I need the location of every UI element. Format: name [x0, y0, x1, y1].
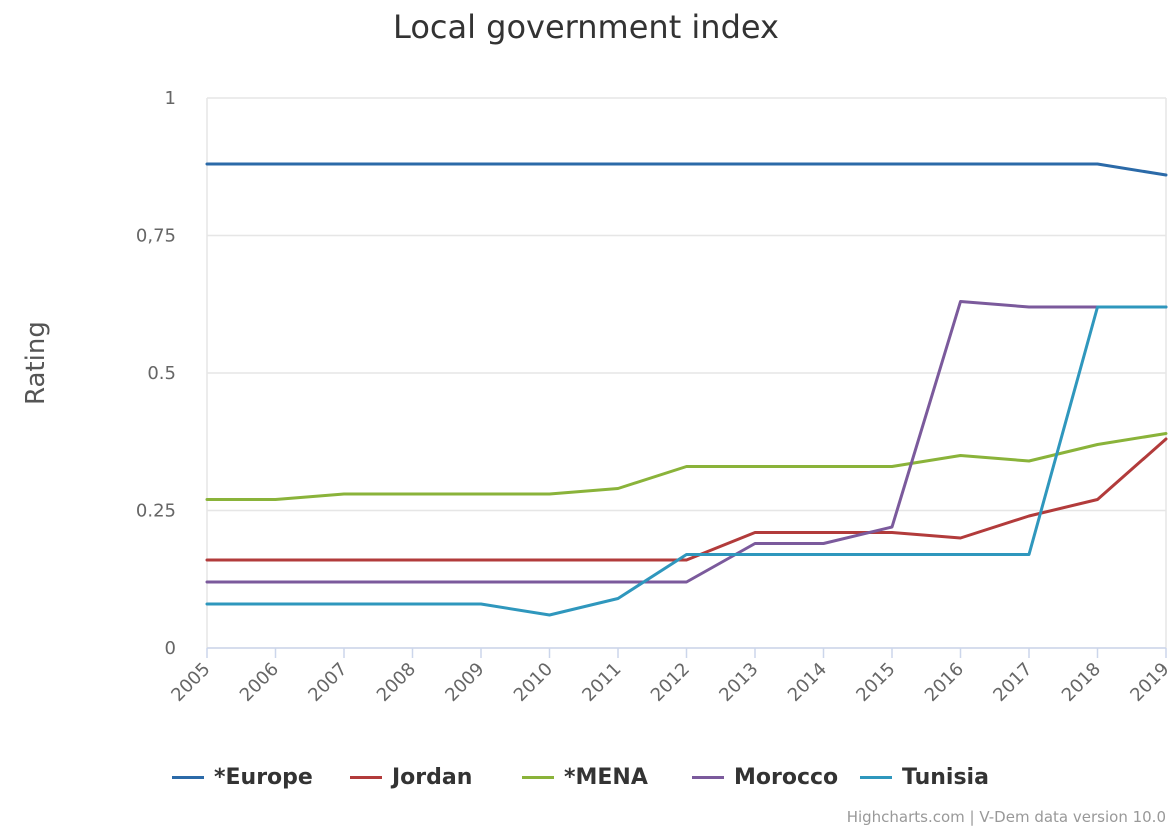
- y-tick-label: 0.5: [147, 363, 176, 384]
- axes: [206, 98, 1167, 658]
- legend-item-morocco[interactable]: Morocco: [692, 760, 838, 794]
- x-tick-label: 2018: [1058, 659, 1105, 706]
- legend-swatch: [172, 775, 204, 779]
- x-tick-label: 2014: [784, 659, 831, 706]
- x-tick-label: 2007: [304, 659, 351, 706]
- x-tick-label: 2015: [852, 659, 899, 706]
- grid-lines: [207, 97, 1166, 649]
- legend-item-mena[interactable]: *MENA: [522, 760, 648, 794]
- legend-label: Morocco: [734, 764, 839, 790]
- legend-label: Jordan: [392, 764, 473, 790]
- legend-swatch: [522, 775, 554, 779]
- x-tick-label: 2011: [578, 659, 625, 706]
- x-tick-label: 2013: [715, 659, 762, 706]
- y-tick-label: 1: [165, 88, 176, 109]
- series-line-jordan[interactable]: [205, 437, 1168, 562]
- series-line-europe[interactable]: [205, 162, 1168, 177]
- tick-labels: 0 0.25 0.5 0,75 1 2005 2006 2007 2008 2009 2010 201…: [136, 88, 1172, 706]
- x-tick-label: 2017: [989, 659, 1036, 706]
- x-tick-label: 2009: [441, 659, 488, 706]
- legend-label: Tunisia: [902, 764, 989, 790]
- x-tick-label: 2006: [236, 659, 283, 706]
- x-tick-label: 2016: [921, 659, 968, 706]
- x-tick-label: 2012: [647, 659, 694, 706]
- legend-item-jordan[interactable]: Jordan: [350, 760, 472, 794]
- series-lines: [205, 162, 1168, 617]
- y-tick-label: 0,75: [136, 226, 176, 247]
- legend-item-europe[interactable]: *Europe: [172, 760, 313, 794]
- legend-item-tunisia[interactable]: Tunisia: [860, 760, 989, 794]
- legend-swatch: [692, 775, 724, 779]
- series-line-mena[interactable]: [205, 432, 1168, 501]
- chart-plot: 0 0.25 0.5 0,75 1 2005 2006 2007 2008 2009 2010 201…: [136, 88, 1172, 706]
- legend: *Europe Jordan *MENA Morocco Tunisia: [0, 760, 1172, 794]
- x-tick-label: 2005: [167, 659, 214, 706]
- legend-label: *MENA: [564, 764, 648, 790]
- series-line-morocco[interactable]: [205, 300, 1168, 584]
- y-tick-label: 0: [165, 638, 176, 659]
- legend-label: *Europe: [214, 764, 313, 790]
- series-line-tunisia[interactable]: [205, 305, 1168, 617]
- y-tick-label: 0.25: [136, 501, 176, 522]
- x-tick-label: 2008: [373, 659, 420, 706]
- legend-swatch: [350, 775, 382, 779]
- x-tick-label: 2019: [1126, 659, 1172, 706]
- legend-swatch: [860, 775, 892, 779]
- chart-title: Local government index: [393, 8, 779, 46]
- credits[interactable]: Highcharts.com | V-Dem data version 10.0: [846, 808, 1166, 826]
- x-tick-label: 2010: [510, 659, 557, 706]
